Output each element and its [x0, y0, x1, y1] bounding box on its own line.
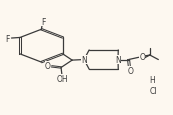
Text: N: N [115, 56, 121, 65]
Text: F: F [5, 35, 10, 43]
Text: F: F [41, 18, 45, 27]
Text: N: N [81, 56, 87, 65]
Text: O: O [127, 66, 133, 75]
Text: OH: OH [56, 74, 68, 83]
Text: O: O [139, 52, 145, 61]
Text: O: O [45, 62, 51, 71]
Text: H: H [149, 75, 155, 84]
Text: Cl: Cl [150, 87, 157, 96]
